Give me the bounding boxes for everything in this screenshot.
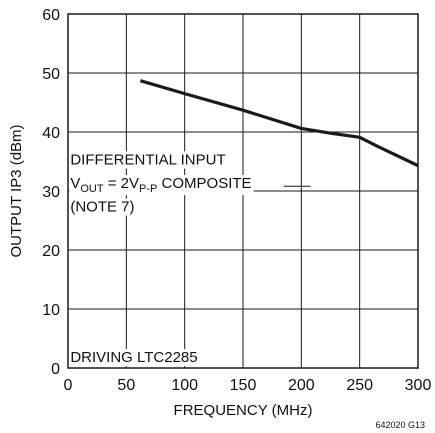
grid bbox=[68, 14, 418, 368]
series-line-0 bbox=[139, 79, 419, 168]
y-tick-label-30: 30 bbox=[42, 184, 60, 201]
tick-labels: 0 50 100 150 200 250 300 0 10 20 30 40 50 60 bbox=[42, 7, 431, 394]
x-tick-label-0: 0 bbox=[64, 377, 73, 394]
x-axis-label: FREQUENCY (MHz) bbox=[174, 402, 313, 419]
annotation-vout-main: V bbox=[70, 175, 80, 192]
x-tick-label-200: 200 bbox=[288, 377, 315, 394]
figure-id: 642020 G13 bbox=[375, 420, 425, 430]
annotation-note-7: (NOTE 7) bbox=[70, 199, 134, 216]
x-tick-label-300: 300 bbox=[405, 377, 432, 394]
annotation-backing bbox=[69, 151, 228, 169]
annotation-composite-text: COMPOSITE bbox=[162, 175, 252, 192]
annotation-equals-value: = 2V bbox=[104, 175, 139, 192]
annotation-pp-subscript: P-P bbox=[139, 183, 157, 195]
annotation-backing bbox=[69, 175, 254, 196]
plot-frame bbox=[67, 13, 419, 369]
y-tick-label-60: 60 bbox=[42, 7, 60, 24]
series-layer bbox=[139, 79, 419, 168]
x-tick-label-100: 100 bbox=[171, 377, 198, 394]
annotation-backing bbox=[69, 349, 200, 367]
plot-border bbox=[67, 13, 419, 369]
y-tick-label-50: 50 bbox=[42, 66, 60, 83]
annotation-vout-composite: VOUT = 2VP-P COMPOSITE bbox=[70, 175, 251, 195]
annotation-driving-ltc2285: DRIVING LTC2285 bbox=[70, 349, 197, 366]
y-tick-label-20: 20 bbox=[42, 243, 60, 260]
annotations: DIFFERENTIAL INPUT VOUT = 2VP-P COMPOSIT… bbox=[69, 151, 311, 367]
y-tick-label-0: 0 bbox=[51, 361, 60, 378]
y-axis-label: OUTPUT IP3 (dBm) bbox=[8, 124, 25, 257]
annotation-backing bbox=[69, 198, 137, 216]
y-tick-label-40: 40 bbox=[42, 125, 60, 142]
y-tick-label-10: 10 bbox=[42, 302, 60, 319]
annotation-differential-input: DIFFERENTIAL INPUT bbox=[70, 151, 225, 168]
annotation-vout-subscript: OUT bbox=[80, 183, 104, 195]
x-tick-label-250: 250 bbox=[346, 377, 373, 394]
x-tick-label-150: 150 bbox=[230, 377, 257, 394]
x-tick-label-50: 50 bbox=[117, 377, 135, 394]
